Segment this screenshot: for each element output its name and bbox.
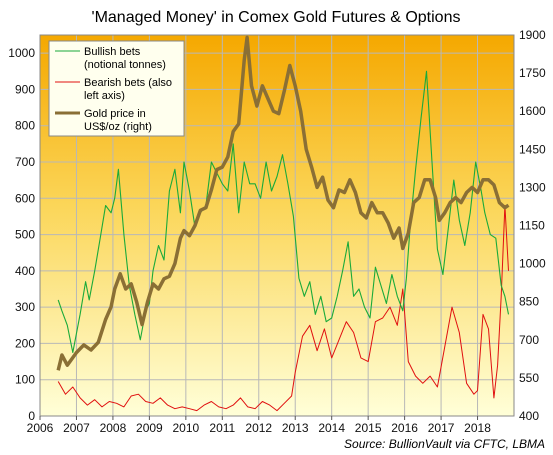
- y-left-tick-label: 800: [15, 119, 35, 133]
- series-layer: [56, 35, 510, 412]
- y-right-tick-label: 1000: [519, 257, 546, 271]
- y-right-tick-label: 1600: [519, 104, 546, 118]
- legend-line: Bearish bets (also: [84, 77, 172, 89]
- y-right-tick-label: 1300: [519, 180, 546, 194]
- y-right-tick-label: 1450: [519, 142, 546, 156]
- y-right-tick-label: 400: [519, 409, 539, 423]
- x-tick-label: 2013: [282, 421, 309, 435]
- y-left-tick-label: 500: [15, 228, 35, 242]
- legend-line: Gold price in: [84, 108, 146, 120]
- bullish-bets-line: [57, 70, 510, 354]
- y-left-tick-label: 700: [15, 155, 35, 169]
- x-tick-label: 2007: [63, 421, 90, 435]
- y-right-tick-label: 1750: [519, 66, 546, 80]
- y-left-tick-label: 600: [15, 191, 35, 205]
- y-right-tick-label: 550: [519, 371, 539, 385]
- x-tick-label: 2011: [209, 421, 235, 435]
- x-tick-label: 2012: [245, 421, 272, 435]
- y-axis-right: 400 550 700 850 1000 1150 1300 1450 1600 1750 1900: [519, 28, 546, 423]
- gold-price-line: [56, 35, 510, 371]
- chart-source: Source: BullionVault via CFTC, LBMA: [344, 437, 545, 451]
- y-right-tick-label: 1900: [519, 28, 546, 42]
- x-tick-label: 2018: [464, 421, 491, 435]
- x-tick-label: 2016: [391, 421, 418, 435]
- legend-label-bearish: Bearish bets (also left axis): [84, 77, 172, 102]
- legend-line: Bullish bets: [84, 46, 141, 58]
- legend-line: left axis): [84, 90, 125, 102]
- y-left-tick-label: 100: [15, 373, 35, 387]
- x-axis: 2006 2007 2008 2009 2010 2011 2012 2013 2014 2015…: [27, 416, 491, 435]
- x-tick-label: 2010: [172, 421, 199, 435]
- y-left-tick-label: 1000: [8, 46, 35, 60]
- legend-box: [48, 40, 185, 137]
- y-left-tick-label: 300: [15, 300, 35, 314]
- legend-label-gold: Gold price in US$/oz (right): [84, 108, 152, 133]
- x-tick-label: 2014: [318, 421, 345, 435]
- y-right-tick-label: 1150: [519, 219, 545, 233]
- chart-title: 'Managed Money' in Comex Gold Futures & …: [92, 9, 461, 26]
- y-left-tick-label: 200: [15, 336, 35, 350]
- x-tick-label: 2009: [136, 421, 163, 435]
- y-right-tick-label: 850: [519, 295, 539, 309]
- legend: Bullish bets (notional tonnes) Bearish be…: [48, 40, 185, 137]
- x-tick-label: 2017: [428, 421, 455, 435]
- bearish-bets-line: [57, 205, 509, 412]
- y-right-tick-label: 700: [519, 333, 539, 347]
- x-tick-label: 2008: [100, 421, 127, 435]
- plot-frame: [39, 34, 515, 417]
- y-left-tick-label: 400: [15, 264, 35, 278]
- y-left-tick-label: 900: [15, 82, 35, 96]
- legend-line: (notional tonnes): [84, 59, 166, 71]
- legend-label-bullish: Bullish bets (notional tonnes): [84, 46, 166, 71]
- y-left-tick-label: 0: [28, 409, 35, 423]
- y-axis-left: 0 100 200 300 400 500 600 700 800 900 1000: [8, 46, 35, 423]
- x-tick-label: 2006: [27, 421, 54, 435]
- x-tick-label: 2015: [355, 421, 382, 435]
- legend-line: US$/oz (right): [84, 121, 152, 133]
